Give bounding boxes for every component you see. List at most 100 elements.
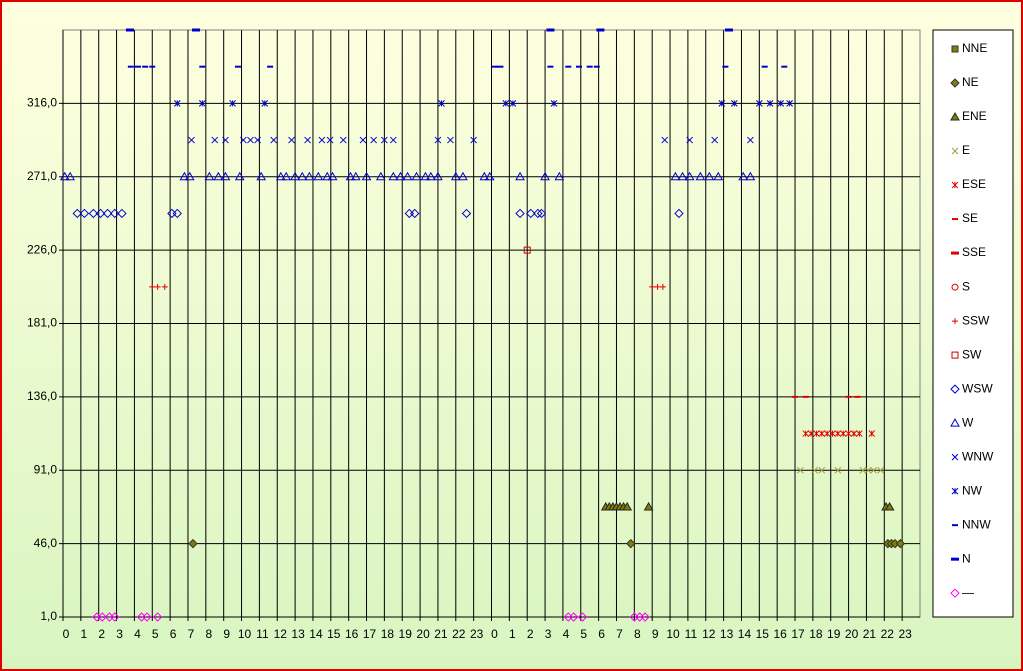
marker bbox=[526, 208, 536, 219]
marker bbox=[895, 538, 906, 549]
marker bbox=[322, 171, 333, 181]
marker bbox=[222, 136, 229, 144]
marker bbox=[173, 100, 181, 107]
x-tick-label: 6 bbox=[170, 627, 177, 641]
marker bbox=[281, 171, 292, 181]
marker bbox=[411, 171, 422, 181]
marker bbox=[659, 283, 666, 290]
x-tick-label: 11 bbox=[685, 627, 698, 641]
marker bbox=[951, 147, 959, 155]
marker bbox=[198, 100, 206, 107]
y-tick-label: 91,0 bbox=[34, 462, 58, 476]
marker bbox=[755, 100, 763, 107]
marker bbox=[622, 501, 633, 511]
marker bbox=[117, 208, 127, 219]
marker bbox=[72, 208, 82, 219]
marker bbox=[704, 171, 715, 181]
marker bbox=[479, 171, 490, 181]
marker bbox=[818, 430, 826, 437]
marker bbox=[402, 171, 413, 181]
marker bbox=[951, 453, 959, 461]
x-tick-label: 10 bbox=[666, 627, 680, 641]
marker bbox=[247, 136, 254, 144]
marker bbox=[568, 612, 579, 622]
legend-label: NNE bbox=[962, 41, 987, 55]
marker bbox=[951, 351, 959, 359]
marker bbox=[290, 171, 300, 181]
marker bbox=[864, 466, 872, 474]
marker bbox=[234, 171, 245, 181]
marker bbox=[304, 171, 315, 181]
y-tick-label: 316,0 bbox=[27, 96, 57, 110]
marker bbox=[204, 171, 215, 181]
marker bbox=[410, 208, 420, 219]
x-tick-label: 21 bbox=[434, 627, 448, 641]
marker bbox=[142, 612, 152, 622]
marker bbox=[738, 171, 749, 181]
marker bbox=[877, 466, 885, 474]
x-tick-label: 12 bbox=[274, 627, 288, 641]
marker bbox=[643, 501, 654, 511]
marker bbox=[834, 466, 842, 474]
marker bbox=[661, 136, 669, 144]
legend-label: SSW bbox=[962, 313, 990, 327]
marker bbox=[326, 136, 334, 144]
marker bbox=[577, 612, 588, 622]
legend-label: NE bbox=[962, 75, 979, 89]
marker bbox=[450, 171, 461, 181]
marker bbox=[188, 538, 198, 549]
x-tick-label: 9 bbox=[652, 627, 659, 641]
legend-label: SE bbox=[962, 211, 978, 225]
legend-label: NW bbox=[962, 483, 983, 497]
marker bbox=[318, 136, 326, 144]
marker bbox=[536, 208, 547, 219]
marker bbox=[88, 208, 99, 219]
x-tick-label: 2 bbox=[527, 627, 534, 641]
marker bbox=[152, 612, 163, 622]
marker bbox=[484, 171, 495, 181]
marker bbox=[718, 100, 726, 107]
marker bbox=[213, 171, 224, 181]
x-tick-label: 18 bbox=[381, 627, 395, 641]
marker bbox=[952, 318, 958, 325]
marker bbox=[951, 283, 959, 291]
x-tick-label: 3 bbox=[545, 627, 552, 641]
x-tick-label: 13 bbox=[720, 627, 734, 641]
marker bbox=[95, 208, 106, 219]
marker bbox=[375, 171, 386, 181]
x-tick-label: 15 bbox=[756, 627, 770, 641]
marker bbox=[802, 430, 810, 437]
legend-label: N bbox=[962, 551, 971, 565]
marker bbox=[388, 171, 399, 181]
marker bbox=[677, 171, 688, 181]
marker bbox=[188, 136, 195, 144]
marker bbox=[395, 171, 406, 181]
x-tick-label: 10 bbox=[238, 627, 252, 641]
marker bbox=[550, 100, 558, 107]
marker bbox=[515, 171, 525, 181]
marker bbox=[97, 612, 107, 622]
marker bbox=[747, 136, 754, 144]
marker bbox=[370, 136, 378, 144]
x-tick-label: 17 bbox=[791, 627, 805, 641]
marker bbox=[813, 430, 820, 437]
marker bbox=[288, 136, 295, 144]
x-tick-label: 12 bbox=[702, 627, 716, 641]
marker bbox=[950, 78, 960, 88]
x-tick-label: 16 bbox=[345, 627, 359, 641]
marker bbox=[786, 100, 794, 107]
marker bbox=[149, 283, 156, 290]
y-tick-label: 271,0 bbox=[27, 169, 57, 183]
marker bbox=[686, 136, 694, 144]
marker bbox=[359, 136, 367, 144]
x-tick-label: 5 bbox=[152, 627, 159, 641]
marker bbox=[807, 430, 815, 437]
marker bbox=[110, 208, 120, 219]
x-tick-label: 8 bbox=[205, 627, 212, 641]
x-tick-label: 17 bbox=[363, 627, 377, 641]
x-tick-label: 20 bbox=[845, 627, 859, 641]
marker bbox=[59, 171, 70, 181]
y-tick-label: 46,0 bbox=[34, 536, 58, 550]
marker bbox=[313, 171, 324, 181]
marker bbox=[823, 430, 831, 437]
